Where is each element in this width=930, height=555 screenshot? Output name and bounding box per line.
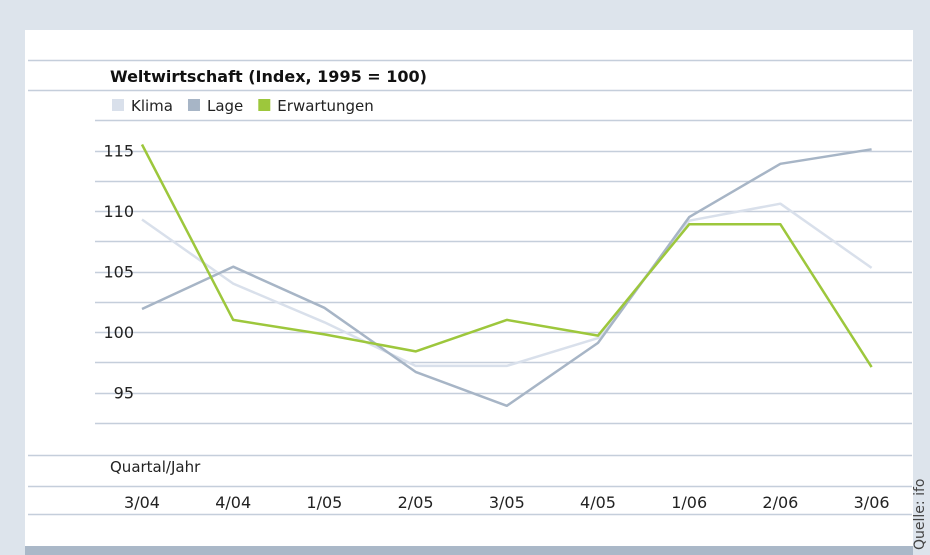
legend-swatch <box>258 99 271 111</box>
y-tick-label: 110 <box>103 202 134 221</box>
legend-label: Klima <box>131 97 173 115</box>
legend-label: Erwartungen <box>277 97 373 115</box>
y-tick-label: 115 <box>103 142 134 161</box>
x-tick-label: 3/04 <box>124 493 160 512</box>
chart-panel <box>25 30 913 550</box>
y-tick-label: 100 <box>103 323 134 342</box>
y-tick-label: 105 <box>103 263 134 282</box>
legend-label: Lage <box>207 97 243 115</box>
x-tick-label: 2/05 <box>398 493 434 512</box>
x-axis-label: Quartal/Jahr <box>110 458 201 476</box>
legend: Klima Lage Erwartungen <box>112 97 374 115</box>
x-tick-label: 1/06 <box>671 493 707 512</box>
series-line-klima <box>141 202 873 368</box>
y-tick-labels: 95 100 105 110 115 <box>103 142 134 403</box>
series-line-lage <box>141 148 872 408</box>
bottom-bar <box>25 546 913 555</box>
x-tick-labels: 3/04 4/04 1/05 2/05 3/05 4/05 1/06 2/06 3/06 <box>124 493 890 512</box>
x-tick-label: 3/05 <box>489 493 525 512</box>
gridlines <box>28 59 912 516</box>
legend-swatch <box>112 99 124 111</box>
x-tick-label: 4/04 <box>215 493 251 512</box>
y-tick-label: 95 <box>114 384 134 403</box>
x-tick-label: 4/05 <box>580 493 616 512</box>
x-tick-label: 3/06 <box>854 493 890 512</box>
x-tick-label: 1/05 <box>306 493 342 512</box>
x-tick-label: 2/06 <box>762 493 798 512</box>
series-line-erwartungen <box>140 143 873 368</box>
chart-title: Weltwirtschaft (Index, 1995 = 100) <box>110 67 427 86</box>
series-lines <box>140 143 873 408</box>
legend-swatch <box>187 99 200 111</box>
source-label: Quelle: ifo <box>912 479 928 550</box>
